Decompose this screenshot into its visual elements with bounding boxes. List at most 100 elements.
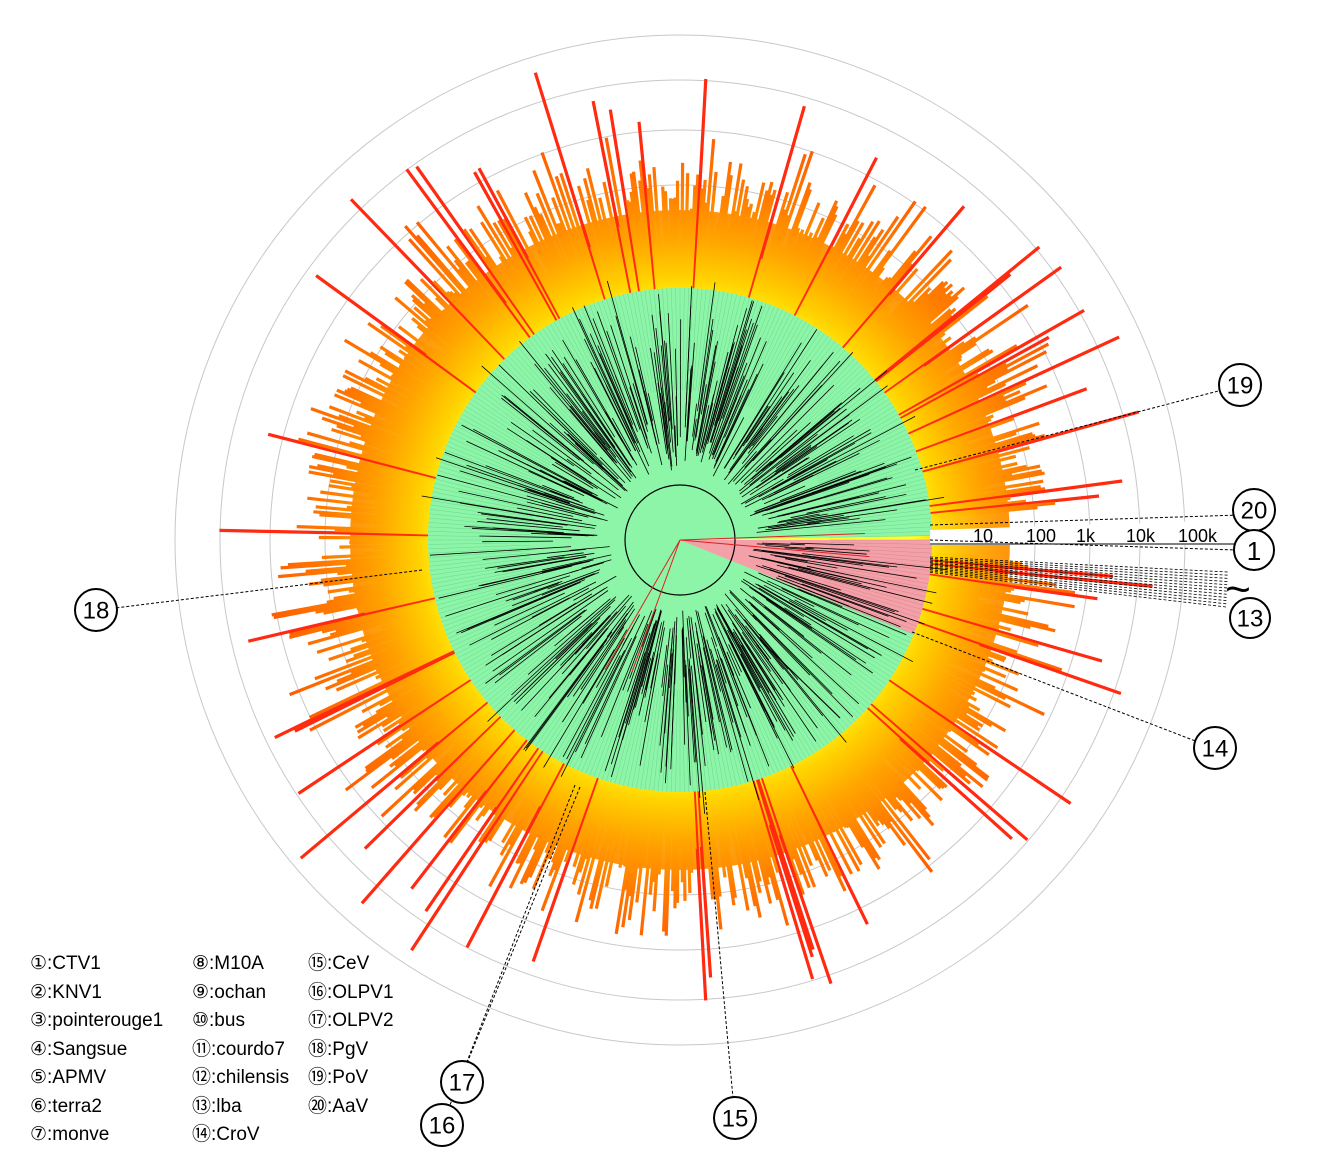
leaf-guide-line (470, 623, 556, 682)
abundance-bar (903, 648, 1007, 701)
tree-branch (744, 360, 841, 468)
abundance-bar (732, 783, 751, 853)
abundance-bar (315, 587, 436, 614)
tree-branch (702, 647, 720, 723)
abundance-bar (730, 203, 754, 296)
tree-branch (756, 519, 886, 533)
legend-item: ⑲:PoV (308, 1067, 369, 1088)
abundance-bar (614, 228, 632, 296)
abundance-bar (862, 292, 947, 372)
tree-branch (741, 644, 770, 693)
abundance-bar (805, 754, 851, 829)
leaf-guide-line (618, 685, 644, 785)
abundance-bar (473, 171, 560, 323)
abundance-bar (921, 464, 970, 480)
tree-branch (681, 629, 686, 745)
legend-item: ④:Sangsue (30, 1038, 128, 1060)
tree-branch (713, 363, 764, 469)
leader-19 (914, 389, 1223, 471)
abundance-bar (661, 186, 670, 291)
abundance-bar (908, 390, 1021, 442)
tree-branch (660, 345, 671, 443)
leaf-guide-line (780, 352, 849, 429)
leaf-guide-line (428, 517, 531, 528)
abundance-bar (828, 266, 885, 341)
abundance-bar (408, 644, 455, 669)
abundance-bar (410, 748, 545, 952)
tree-branch (695, 329, 714, 438)
leaf-guide-line (443, 453, 540, 489)
abundance-bar (390, 374, 464, 418)
tree-branch (684, 305, 692, 428)
leaf-guide-line (504, 358, 576, 433)
abundance-bar (551, 197, 595, 307)
tree-branch (581, 411, 611, 449)
tree-branch (438, 565, 573, 599)
tree-branch (575, 359, 638, 466)
abundance-bar (876, 331, 946, 388)
tree-branch (750, 604, 860, 705)
abundance-bar (914, 428, 990, 458)
tree-branch (581, 559, 612, 569)
abundance-bar (742, 781, 771, 878)
abundance-bar (811, 751, 881, 861)
tree-branch (768, 568, 899, 612)
leaf-guide-line (662, 689, 670, 792)
abundance-bar (697, 789, 707, 863)
leaf-guide-line (429, 555, 531, 567)
abundance-bar (380, 609, 441, 630)
abundance-bar (862, 708, 948, 789)
leaf-guide-line (745, 313, 791, 406)
abundance-bar (456, 721, 511, 778)
abundance-bar (747, 105, 806, 301)
abundance-bar (899, 657, 978, 702)
tree-branch (763, 485, 806, 505)
abundance-bar (591, 100, 633, 296)
abundance-bar (349, 198, 508, 362)
tree-branch (740, 478, 784, 505)
tree-branch (503, 395, 584, 462)
abundance-bar (447, 691, 483, 720)
leaf-guide-line (670, 689, 676, 792)
abundance-bar (840, 205, 966, 351)
abundance-bar (363, 471, 436, 490)
tree-branch (659, 311, 670, 422)
tree-branch (744, 619, 824, 717)
tree-branch (704, 612, 718, 647)
leaf-guide-line (750, 317, 799, 408)
abundance-bar (904, 382, 1007, 434)
tree-branch (572, 619, 627, 697)
abundance-bar (320, 566, 432, 582)
leaf-guide-line (820, 453, 917, 489)
tree-branch (533, 389, 598, 455)
abundance-bar (435, 698, 489, 743)
tree-branch (777, 513, 828, 524)
tree-branch (487, 623, 592, 722)
tree-branch (765, 599, 873, 674)
abundance-bar (517, 752, 551, 803)
tree-branch (758, 587, 875, 659)
abundance-bar (671, 789, 677, 892)
leaf-guide-line (698, 688, 711, 791)
leaf-guide-line (721, 684, 750, 783)
abundance-bar (929, 552, 979, 559)
legend-item: ①:CTV1 (30, 953, 101, 974)
abundance-bar (806, 237, 862, 327)
abundance-bar (625, 239, 639, 295)
tree-branch (754, 470, 862, 513)
tree-branch (511, 599, 616, 696)
tree-branch (550, 490, 583, 504)
scale-label-1k: 1k (1076, 526, 1096, 546)
abundance-bar (760, 775, 805, 896)
abundance-bar (397, 325, 482, 391)
leaf-guide-line (813, 425, 905, 473)
abundance-bar (723, 218, 741, 295)
leaf-guide-line (565, 315, 613, 407)
tree-branch (713, 395, 742, 460)
abundance-bar (416, 672, 470, 708)
leaf-guide-line (770, 659, 832, 742)
abundance-bar (410, 294, 497, 373)
abundance-bar (412, 711, 501, 795)
leaf-guide-line (807, 406, 894, 461)
scale-wedge-background (930, 520, 1235, 545)
